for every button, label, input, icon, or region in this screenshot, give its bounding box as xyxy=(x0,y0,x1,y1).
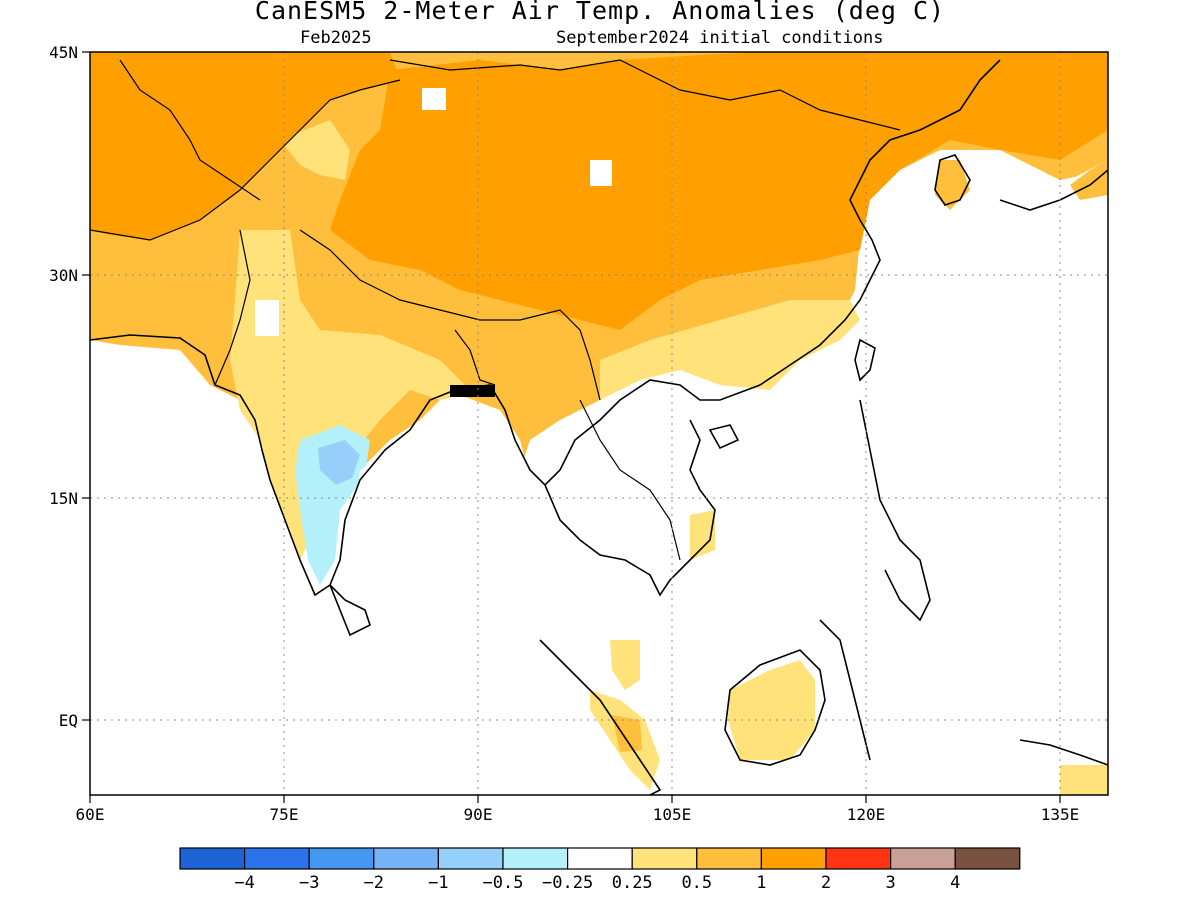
anomaly-region-ng-warm-2 xyxy=(1060,765,1108,795)
colorbar-swatch xyxy=(502,847,569,870)
colorbar-swatch xyxy=(631,847,698,870)
lon-label-60e: 60E xyxy=(76,805,105,824)
colorbar-swatch xyxy=(179,847,246,870)
colorbar-label: −2 xyxy=(364,873,384,893)
lon-label-120e: 120E xyxy=(847,805,886,824)
lon-label-75e: 75E xyxy=(270,805,299,824)
lat-label-30n: 30N xyxy=(49,266,78,285)
lon-label-105e: 105E xyxy=(653,805,692,824)
colorbar-label: −3 xyxy=(299,873,319,893)
anomaly-region-0.25-0.5-east xyxy=(600,300,860,400)
lon-label-135e: 135E xyxy=(1041,805,1080,824)
anomaly-field xyxy=(90,52,1108,795)
ocean-yellow-sea xyxy=(860,150,1108,330)
lon-label-90e: 90E xyxy=(464,805,493,824)
colorbar-swatch xyxy=(954,847,1021,870)
lat-label-15n: 15N xyxy=(49,489,78,508)
anomaly-region-1-2-central xyxy=(330,52,1108,330)
colorbar-label: 0.25 xyxy=(612,873,653,893)
forecast-month: Feb2025 xyxy=(300,28,372,48)
anomaly-region-india-cool-2 xyxy=(318,440,360,485)
axis-ticks xyxy=(82,51,1061,803)
lat-label-45n: 45N xyxy=(49,43,78,62)
colorbar-label: −0.5 xyxy=(483,873,524,893)
anomaly-region-vietnam-warm-2 xyxy=(690,510,715,560)
grid-lines xyxy=(90,52,1108,795)
colorbar-label: −4 xyxy=(234,873,254,893)
coastlines xyxy=(90,59,1108,795)
colorbar-label: 0.5 xyxy=(681,873,712,893)
colorbar-label: −0.25 xyxy=(542,873,593,893)
colorbar-swatch xyxy=(825,847,892,870)
anomaly-region-sumatra-orange-2 xyxy=(612,715,642,752)
country-borders xyxy=(90,59,901,561)
anomaly-region-tibet-0.25 xyxy=(280,120,350,180)
anomaly-region-malaya-warm-2 xyxy=(610,640,640,690)
colorbar-label: 3 xyxy=(885,873,895,893)
ocean-bay-of-bengal xyxy=(90,330,1108,795)
anomaly-region-1-2-west xyxy=(90,52,400,240)
anomaly-region-borneo-warm-2 xyxy=(728,660,815,760)
colorbar-swatch xyxy=(889,847,956,870)
ganges-delta xyxy=(450,385,495,397)
colorbar: −4 −3 −2 −1 −0.5 −0.25 0.25 0.5 1 2 3 4 xyxy=(179,847,1021,893)
colorbar-swatch xyxy=(308,847,375,870)
anomaly-region-0.25-0.5 xyxy=(230,230,470,560)
lat-label-eq: EQ xyxy=(59,711,78,730)
initial-conditions: September2024 initial conditions xyxy=(556,28,884,48)
colorbar-label: 2 xyxy=(821,873,831,893)
map-title: CanESM5 2-Meter Air Temp. Anomalies (deg… xyxy=(254,0,946,25)
colorbar-label: −1 xyxy=(428,873,448,893)
colorbar-swatch xyxy=(696,847,762,870)
colorbar-swatch xyxy=(373,847,439,870)
colorbar-swatch xyxy=(566,847,633,870)
colorbar-swatch xyxy=(244,847,310,870)
colorbar-swatch xyxy=(437,847,504,870)
colorbar-swatch xyxy=(760,847,827,870)
plot-frame xyxy=(89,51,1109,796)
colorbar-label: 1 xyxy=(756,873,766,893)
colorbar-label: 4 xyxy=(950,873,960,893)
